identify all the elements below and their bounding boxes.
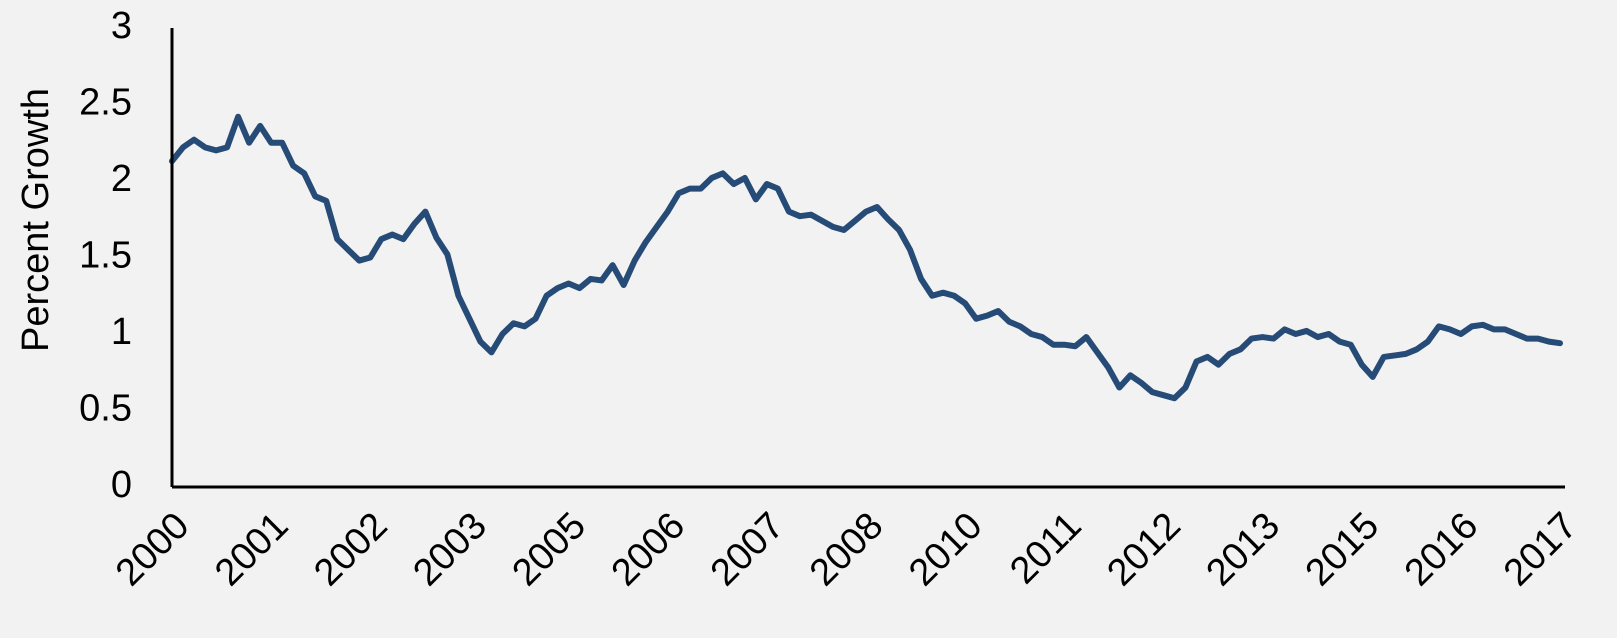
y-tick-label: 0.5: [79, 388, 132, 430]
y-tick-label: 0: [111, 464, 132, 506]
y-tick-label: 3: [111, 5, 132, 47]
y-tick-label: 2.5: [79, 82, 132, 124]
y-tick-label: 1: [111, 311, 132, 353]
y-tick-label: 1.5: [79, 235, 132, 277]
y-tick-label: 2: [111, 158, 132, 200]
line-series: [169, 113, 1563, 402]
y-axis-label: Percent Growth: [15, 88, 57, 352]
